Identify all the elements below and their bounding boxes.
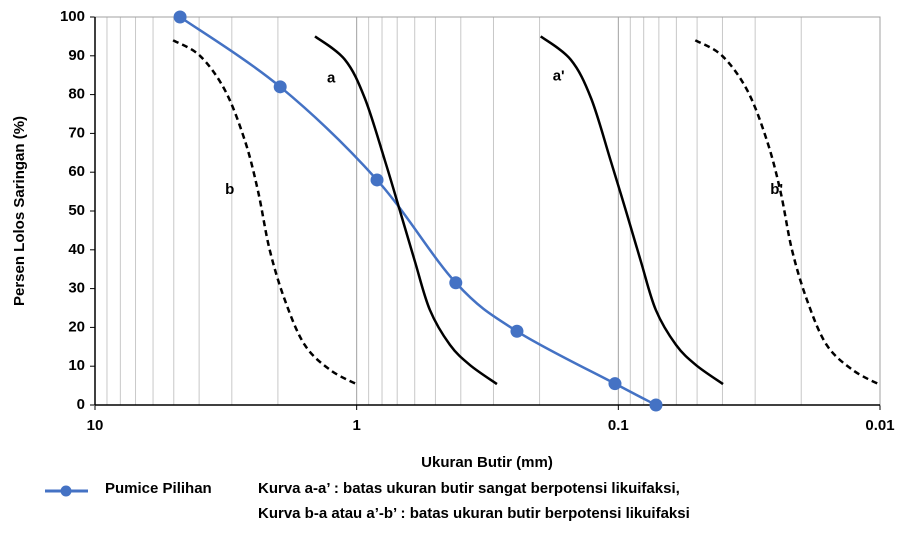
y-tick-label: 10 [68, 357, 85, 374]
series-line [539, 35, 724, 386]
series-line [314, 35, 498, 386]
y-tick-label: 80 [68, 86, 85, 103]
curve-label: a [327, 69, 336, 86]
curve-label: a' [553, 67, 565, 84]
x-tick-label: 0.1 [608, 417, 629, 434]
x-axis-label: Ukuran Butir (mm) [421, 454, 553, 471]
x-tick-label: 0.01 [865, 417, 894, 434]
y-tick-label: 0 [77, 396, 85, 413]
legend-label: Pumice Pilihan [105, 480, 212, 497]
y-tick-label: 90 [68, 47, 85, 64]
series-line [694, 39, 881, 386]
curve-label: b [225, 181, 234, 198]
y-tick-label: 50 [68, 202, 85, 219]
y-tick-label: 70 [68, 124, 85, 141]
data-point [649, 398, 663, 412]
y-tick-label: 100 [60, 8, 85, 25]
data-point [173, 10, 187, 24]
data-point [449, 276, 463, 290]
data-point [608, 377, 622, 391]
y-tick-label: 40 [68, 241, 85, 258]
data-point [273, 80, 287, 94]
curve-label: b' [770, 181, 783, 198]
x-tick-label: 10 [87, 417, 104, 434]
y-tick-label: 20 [68, 318, 85, 335]
data-point [510, 324, 524, 338]
data-point [370, 173, 384, 187]
series-line [179, 15, 657, 407]
series-line [172, 39, 359, 386]
y-axis-label: Persen Lolos Saringan (%) [11, 116, 28, 306]
y-tick-label: 60 [68, 163, 85, 180]
plot-frame [94, 16, 881, 406]
note-line: Kurva a-a’ : batas ukuran butir sangat b… [258, 480, 680, 497]
note-line: Kurva b-a atau a’-b’ : batas ukuran buti… [258, 505, 690, 522]
y-tick-label: 30 [68, 280, 85, 297]
legend-marker [60, 485, 72, 497]
x-tick-label: 1 [352, 417, 360, 434]
